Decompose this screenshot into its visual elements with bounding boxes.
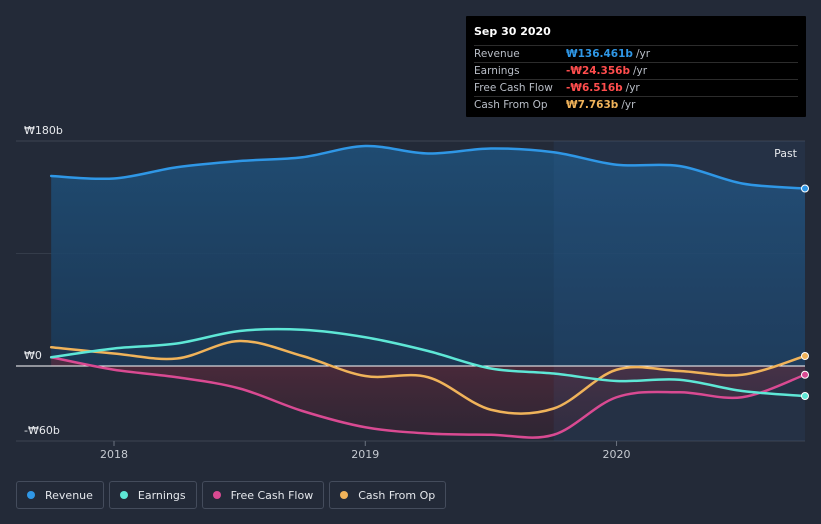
tooltip-value: -₩6.516b: [566, 82, 623, 94]
y-tick-label: ₩0: [24, 349, 42, 362]
y-tick-label: -₩60b: [24, 424, 60, 437]
x-tick-label: 2018: [100, 448, 128, 461]
tooltip-value: -₩24.356b: [566, 65, 630, 77]
legend: Revenue Earnings Free Cash Flow Cash Fro…: [16, 481, 447, 509]
legend-item-earnings[interactable]: Earnings: [108, 481, 197, 509]
tooltip-value: ₩7.763b: [566, 99, 619, 111]
series-end-point-cash-from-op: [801, 352, 809, 360]
tooltip-label: Earnings: [474, 65, 520, 77]
series-end-point-earnings: [801, 392, 809, 400]
free-cash-flow-area: [51, 357, 805, 438]
series-line-free-cash-flow: [49, 356, 807, 439]
tooltip-label: Cash From Op: [474, 99, 548, 111]
legend-label: Free Cash Flow: [230, 488, 314, 502]
legend-dot-icon: [27, 491, 35, 499]
tooltip-unit: /yr: [625, 82, 640, 94]
x-tick-label: 2020: [603, 448, 631, 461]
revenue-area: [51, 145, 805, 366]
legend-dot-icon: [340, 491, 349, 499]
tooltip-date: Sep 30 2020: [474, 25, 551, 38]
legend-item-cash-from-op[interactable]: Cash From Op: [329, 481, 447, 509]
tooltip-panel: Sep 30 2020 Revenue ₩136.461b /yr Earnin…: [466, 16, 806, 117]
series-line-revenue: [49, 144, 807, 190]
tooltip-value: ₩136.461b: [566, 48, 633, 60]
tooltip-row-cash-from-op: Cash From Op ₩7.763b /yr: [474, 96, 798, 113]
past-label: Past: [774, 147, 798, 160]
series-end-point-free-cash-flow: [801, 370, 809, 379]
tooltip-unit: /yr: [632, 65, 648, 77]
series-line-cash-from-op: [49, 339, 807, 415]
tooltip-unit: /yr: [621, 99, 636, 111]
series-line-earnings: [49, 327, 807, 398]
x-tick-label: 2019: [351, 448, 379, 461]
legend-dot-icon: [212, 491, 221, 499]
legend-item-revenue[interactable]: Revenue: [16, 481, 104, 509]
tooltip-unit: /yr: [635, 48, 651, 60]
legend-label: Earnings: [137, 488, 186, 502]
legend-item-free-cash-flow[interactable]: Free Cash Flow: [201, 481, 325, 509]
y-tick-label: ₩180b: [24, 124, 63, 137]
legend-label: Cash From Op: [358, 488, 436, 502]
tooltip-row-earnings: Earnings -₩24.356b /yr: [474, 62, 798, 79]
legend-dot-icon: [119, 491, 128, 499]
tooltip-row-free-cash-flow: Free Cash Flow -₩6.516b /yr: [474, 79, 798, 96]
tooltip-label: Free Cash Flow: [474, 82, 553, 94]
tooltip-row-revenue: Revenue ₩136.461b /yr: [474, 45, 798, 62]
legend-label: Revenue: [45, 488, 93, 502]
tooltip-label: Revenue: [474, 48, 520, 60]
series-end-point-revenue: [801, 184, 809, 193]
